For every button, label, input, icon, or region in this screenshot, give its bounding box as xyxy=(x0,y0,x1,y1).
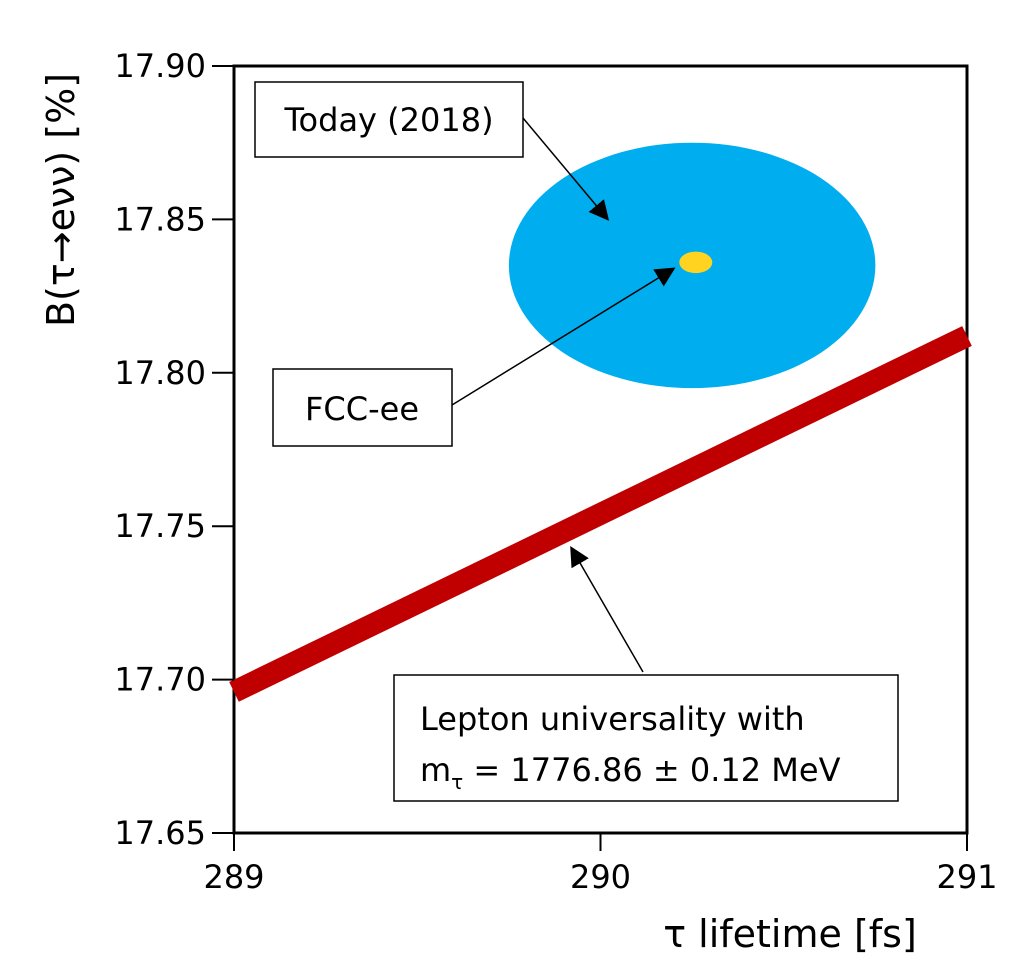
lepton-universality-band xyxy=(229,326,972,702)
annotation-lu-line2: mτ = 1776.86 ± 0.12 MeV xyxy=(420,751,841,794)
annotation-lu: Lepton universality with mτ = 1776.86 ± … xyxy=(393,545,899,802)
annotation-lu-box xyxy=(393,674,899,802)
annotation-fcc-text: FCC-ee xyxy=(305,390,419,428)
annotation-today-text: Today (2018) xyxy=(283,101,493,139)
annotation-today-arrow xyxy=(522,117,610,221)
annotation-lu-sub: τ xyxy=(451,770,463,794)
x-axis-title: τ lifetime [fs] xyxy=(663,912,917,956)
y-tick-label: 17.65 xyxy=(114,814,206,852)
annotation-lu-line1: Lepton universality with xyxy=(420,700,805,738)
x-tick-label: 290 xyxy=(570,858,631,896)
y-axis-title: B(τ→eνν) [%] xyxy=(39,73,83,327)
annotation-today: Today (2018) xyxy=(254,81,610,221)
annotation-lu-m: m xyxy=(420,751,451,789)
y-tick-label: 17.85 xyxy=(114,200,206,238)
annotation-lu-arrow xyxy=(570,545,644,673)
annotation-today-box xyxy=(254,81,524,158)
y-tick-label: 17.90 xyxy=(114,47,206,85)
annotation-lu-rest: = 1776.86 ± 0.12 MeV xyxy=(463,751,840,789)
annotation-fcc-arrow xyxy=(451,267,676,406)
y-tick-label: 17.80 xyxy=(114,354,206,392)
annotation-fcc-box xyxy=(272,368,453,447)
y-tick-label: 17.70 xyxy=(114,661,206,699)
annotation-fcc: FCC-ee xyxy=(272,267,676,447)
fcc-ee-ellipse xyxy=(679,251,713,274)
y-tick-label: 17.75 xyxy=(114,507,206,545)
x-tick-label: 289 xyxy=(203,858,264,896)
x-tick-label: 291 xyxy=(936,858,997,896)
